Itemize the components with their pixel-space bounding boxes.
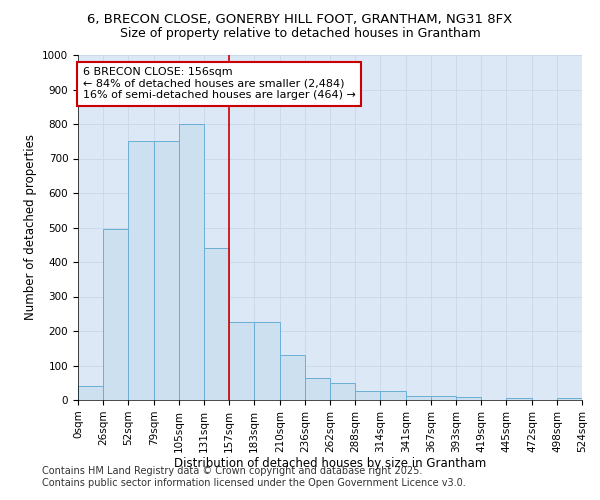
Bar xyxy=(154,141,179,400)
Text: Contains HM Land Registry data © Crown copyright and database right 2025.
Contai: Contains HM Land Registry data © Crown c… xyxy=(42,466,466,487)
Text: 6 BRECON CLOSE: 156sqm
← 84% of detached houses are smaller (2,484)
16% of semi-: 6 BRECON CLOSE: 156sqm ← 84% of detached… xyxy=(83,67,356,100)
Bar xyxy=(179,124,204,400)
Bar xyxy=(557,398,582,400)
Bar xyxy=(431,396,456,400)
Bar xyxy=(406,396,431,400)
Bar xyxy=(78,386,103,400)
Bar xyxy=(229,322,254,400)
Bar xyxy=(456,397,481,400)
Y-axis label: Number of detached properties: Number of detached properties xyxy=(23,134,37,320)
Bar xyxy=(305,378,330,400)
Text: Size of property relative to detached houses in Grantham: Size of property relative to detached ho… xyxy=(119,28,481,40)
X-axis label: Distribution of detached houses by size in Grantham: Distribution of detached houses by size … xyxy=(174,458,486,470)
Bar xyxy=(355,392,380,400)
Bar xyxy=(330,383,355,400)
Bar xyxy=(380,392,406,400)
Text: 6, BRECON CLOSE, GONERBY HILL FOOT, GRANTHAM, NG31 8FX: 6, BRECON CLOSE, GONERBY HILL FOOT, GRAN… xyxy=(88,12,512,26)
Bar xyxy=(506,398,532,400)
Bar xyxy=(254,322,280,400)
Bar xyxy=(280,355,305,400)
Bar xyxy=(128,141,154,400)
Bar xyxy=(204,248,229,400)
Bar xyxy=(103,229,128,400)
